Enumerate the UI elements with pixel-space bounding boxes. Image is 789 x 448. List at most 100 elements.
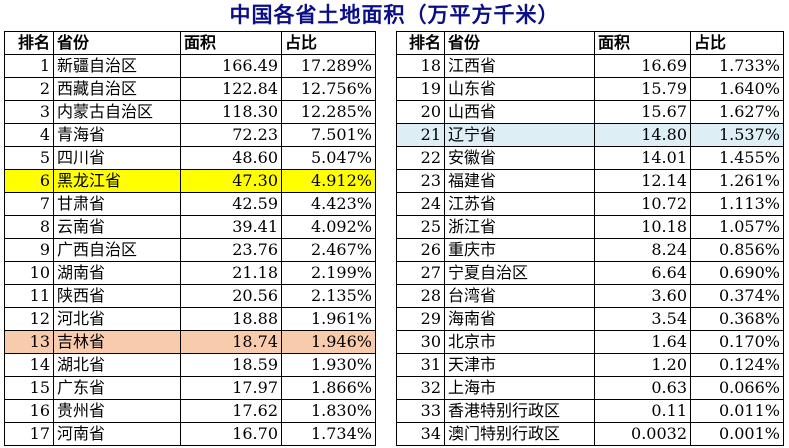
table-row: 10 湖南省 21.18 2.199%: [4, 261, 376, 285]
province-cell: 河北省: [53, 307, 181, 331]
area-cell: 18.59: [180, 353, 282, 377]
rank-cell: 32: [396, 376, 445, 400]
rank-cell: 18: [396, 54, 445, 78]
table-row: 25 浙江省 10.18 1.057%: [396, 215, 784, 239]
province-cell: 云南省: [53, 215, 181, 239]
table-row: 18 江西省 16.69 1.733%: [396, 54, 784, 78]
share-cell: 17.289%: [281, 54, 376, 78]
area-cell: 8.24: [594, 238, 691, 262]
share-cell: 0.368%: [690, 307, 784, 331]
table-row: 8 云南省 39.41 4.092%: [4, 215, 376, 239]
province-cell: 黑龙江省: [53, 169, 181, 193]
share-cell: 0.001%: [690, 422, 784, 446]
area-cell: 0.63: [594, 376, 691, 400]
area-cell: 18.88: [180, 307, 282, 331]
province-cell: 北京市: [444, 330, 595, 354]
province-cell: 重庆市: [444, 238, 595, 262]
table-row: 11 陕西省 20.56 2.135%: [4, 284, 376, 308]
province-cell: 江苏省: [444, 192, 595, 216]
area-cell: 48.60: [180, 146, 282, 170]
rank-cell: 2: [4, 77, 54, 101]
share-cell: 1.733%: [690, 54, 784, 78]
rank-cell: 20: [396, 100, 445, 124]
table-row: 4 青海省 72.23 7.501%: [4, 123, 376, 147]
header-share: 占比: [281, 31, 376, 55]
province-cell: 湖北省: [53, 353, 181, 377]
table-row: 6 黑龙江省 47.30 4.912%: [4, 169, 376, 193]
share-cell: 0.690%: [690, 261, 784, 285]
share-cell: 5.047%: [281, 146, 376, 170]
table-row: 1 新疆自治区 166.49 17.289%: [4, 54, 376, 78]
province-cell: 新疆自治区: [53, 54, 181, 78]
rank-cell: 9: [4, 238, 54, 262]
share-cell: 1.640%: [690, 77, 784, 101]
area-cell: 118.30: [180, 100, 282, 124]
share-cell: 7.501%: [281, 123, 376, 147]
share-cell: 1.113%: [690, 192, 784, 216]
province-cell: 青海省: [53, 123, 181, 147]
province-cell: 澳门特别行政区: [444, 422, 595, 446]
rank-cell: 8: [4, 215, 54, 239]
province-cell: 广东省: [53, 376, 181, 400]
area-cell: 1.64: [594, 330, 691, 354]
table-row: 24 江苏省 10.72 1.113%: [396, 192, 784, 216]
province-cell: 台湾省: [444, 284, 595, 308]
table-row: 7 甘肃省 42.59 4.423%: [4, 192, 376, 216]
share-cell: 1.946%: [281, 330, 376, 354]
province-cell: 内蒙古自治区: [53, 100, 181, 124]
province-cell: 陕西省: [53, 284, 181, 308]
table-row: 29 海南省 3.54 0.368%: [396, 307, 784, 331]
header-rank: 排名: [396, 31, 445, 55]
share-cell: 0.856%: [690, 238, 784, 262]
share-cell: 0.124%: [690, 353, 784, 377]
header-province: 省份: [53, 31, 181, 55]
share-cell: 2.467%: [281, 238, 376, 262]
area-cell: 122.84: [180, 77, 282, 101]
rank-cell: 16: [4, 399, 54, 423]
rank-cell: 11: [4, 284, 54, 308]
share-cell: 1.961%: [281, 307, 376, 331]
area-cell: 39.41: [180, 215, 282, 239]
rank-cell: 17: [4, 422, 54, 446]
header-share: 占比: [690, 31, 784, 55]
rank-cell: 5: [4, 146, 54, 170]
province-cell: 山东省: [444, 77, 595, 101]
province-cell: 湖南省: [53, 261, 181, 285]
rank-cell: 33: [396, 399, 445, 423]
page-title: 中国各省土地面积（万平方千米）: [229, 2, 560, 27]
area-cell: 20.56: [180, 284, 282, 308]
rank-cell: 27: [396, 261, 445, 285]
share-cell: 1.627%: [690, 100, 784, 124]
share-cell: 1.866%: [281, 376, 376, 400]
share-cell: 1.734%: [281, 422, 376, 446]
rank-cell: 15: [4, 376, 54, 400]
table-row: 19 山东省 15.79 1.640%: [396, 77, 784, 101]
area-cell: 10.18: [594, 215, 691, 239]
area-cell: 0.0032: [594, 422, 691, 446]
header-area: 面积: [180, 31, 282, 55]
province-cell: 吉林省: [53, 330, 181, 354]
province-cell: 贵州省: [53, 399, 181, 423]
rank-cell: 30: [396, 330, 445, 354]
rank-cell: 25: [396, 215, 445, 239]
share-cell: 4.912%: [281, 169, 376, 193]
rank-cell: 14: [4, 353, 54, 377]
area-cell: 15.79: [594, 77, 691, 101]
province-cell: 辽宁省: [444, 123, 595, 147]
area-cell: 10.72: [594, 192, 691, 216]
table-row: 32 上海市 0.63 0.066%: [396, 376, 784, 400]
table-row: 34 澳门特别行政区 0.0032 0.001%: [396, 422, 784, 446]
area-cell: 47.30: [180, 169, 282, 193]
table-row: 20 山西省 15.67 1.627%: [396, 100, 784, 124]
right-table: 排名 省份 面积 占比 18 江西省 16.69 1.733% 19 山东省 15.79 1.…: [396, 31, 784, 446]
area-cell: 14.80: [594, 123, 691, 147]
share-cell: 1.455%: [690, 146, 784, 170]
share-cell: 0.066%: [690, 376, 784, 400]
province-cell: 宁夏自治区: [444, 261, 595, 285]
rank-cell: 7: [4, 192, 54, 216]
share-cell: 1.830%: [281, 399, 376, 423]
area-cell: 14.01: [594, 146, 691, 170]
area-cell: 166.49: [180, 54, 282, 78]
share-cell: 0.374%: [690, 284, 784, 308]
table-row: 14 湖北省 18.59 1.930%: [4, 353, 376, 377]
